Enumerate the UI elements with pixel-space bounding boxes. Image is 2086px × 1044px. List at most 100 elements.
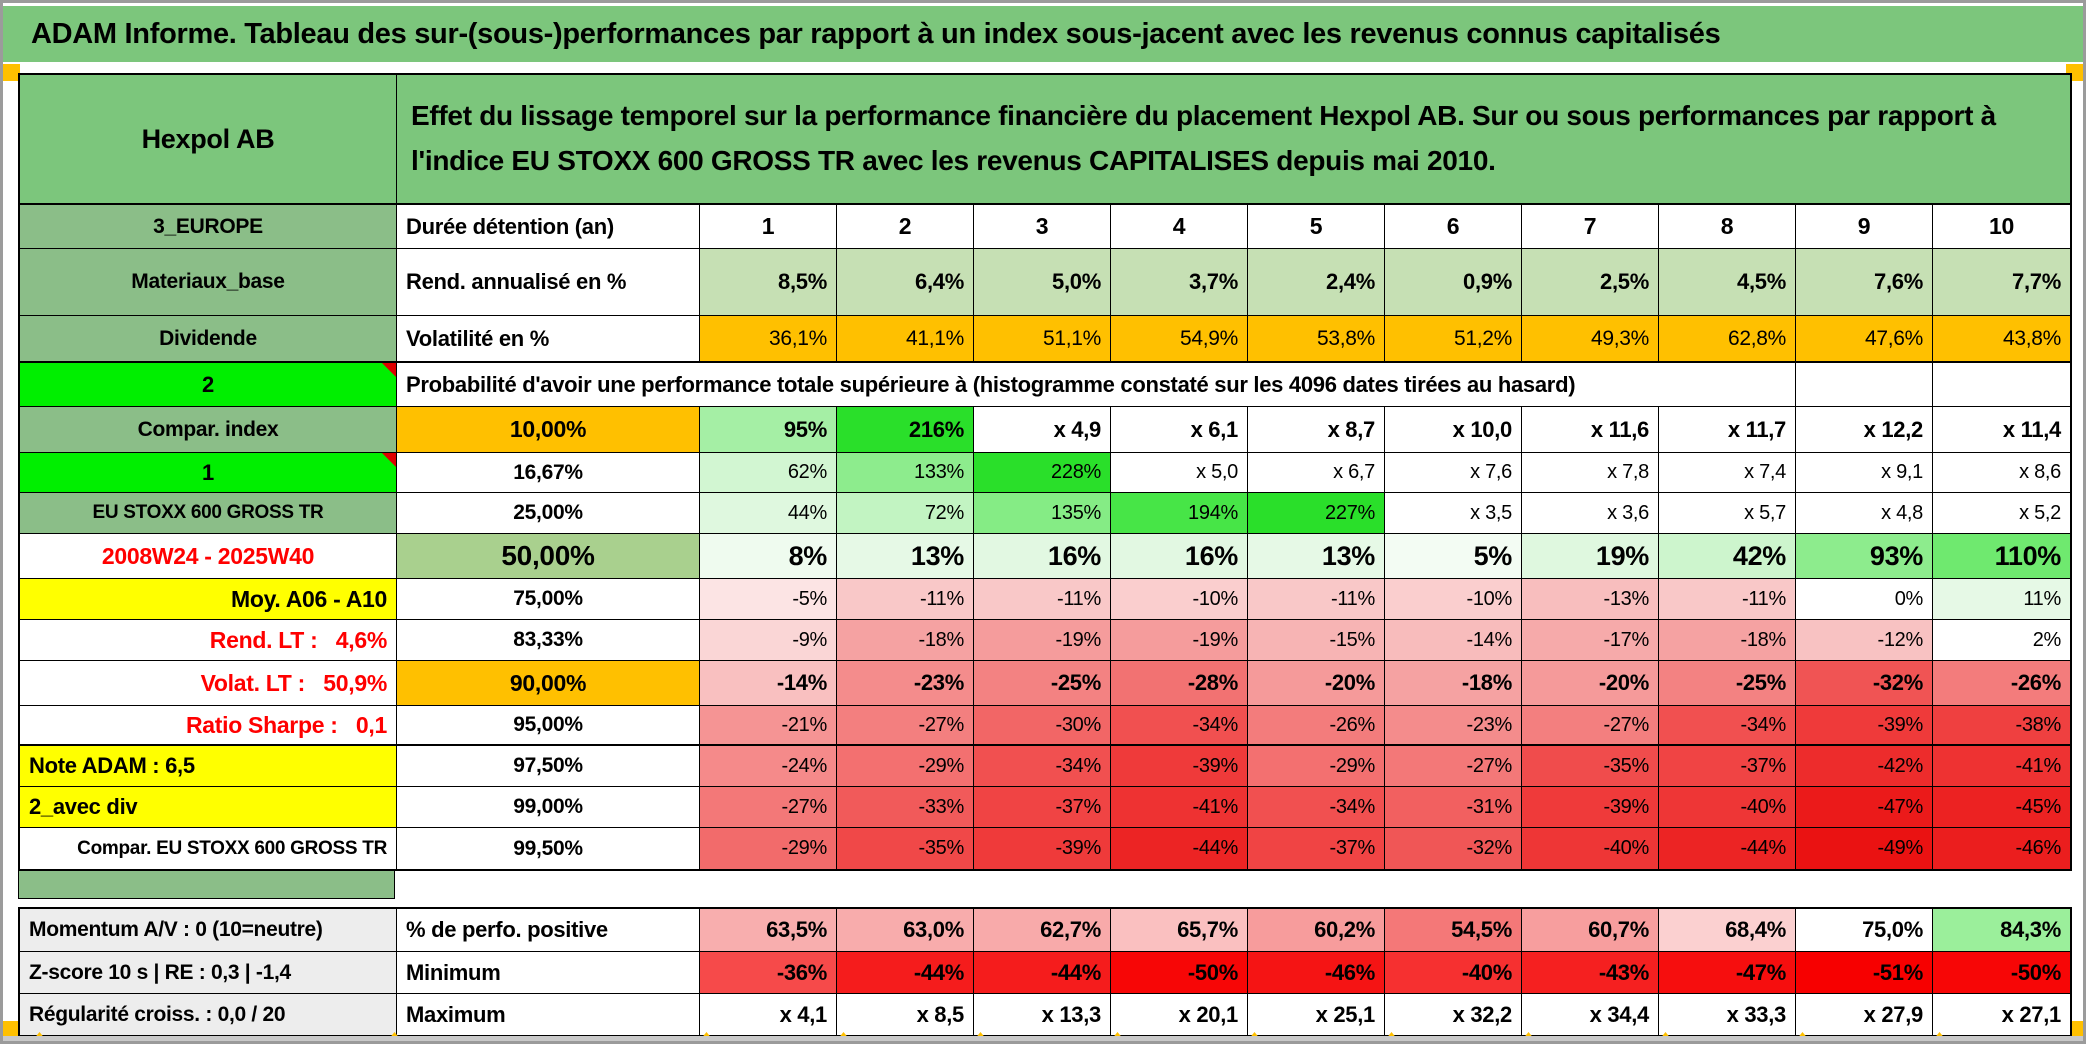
p95-value-1[interactable]: -21%	[700, 706, 837, 744]
p975-value-8[interactable]: -37%	[1659, 746, 1796, 786]
report-title-cell[interactable]: ADAM Informe. Tableau des sur-(sous-)per…	[3, 6, 2083, 62]
p995-value-8[interactable]: -44%	[1659, 828, 1796, 869]
duration-value-5[interactable]: 5	[1248, 205, 1385, 248]
duration-value-10[interactable]: 10	[1933, 205, 2070, 248]
p10-value-2[interactable]: 216%	[837, 407, 974, 452]
p975-value-3[interactable]: -34%	[974, 746, 1111, 786]
p95-metric-cell[interactable]: 95,00%	[397, 706, 700, 744]
p75-value-9[interactable]: 0%	[1796, 579, 1933, 619]
p95-value-4[interactable]: -34%	[1111, 706, 1248, 744]
p975-value-4[interactable]: -39%	[1111, 746, 1248, 786]
annual-return-value-9[interactable]: 7,6%	[1796, 249, 1933, 315]
p995-value-6[interactable]: -32%	[1385, 828, 1522, 869]
table-description-cell[interactable]: Effet du lissage temporel sur la perform…	[397, 75, 2070, 203]
positive-perf-metric-cell[interactable]: % de perfo. positive	[397, 909, 700, 951]
annual-return-value-1[interactable]: 8,5%	[700, 249, 837, 315]
p95-value-3[interactable]: -30%	[974, 706, 1111, 744]
p10-value-5[interactable]: x 8,7	[1248, 407, 1385, 452]
p83-value-5[interactable]: -15%	[1248, 620, 1385, 660]
p99-value-4[interactable]: -41%	[1111, 787, 1248, 827]
p50-metric-cell[interactable]: 50,00%	[397, 534, 700, 578]
p975-value-1[interactable]: -24%	[700, 746, 837, 786]
p995-value-3[interactable]: -39%	[974, 828, 1111, 869]
p995-value-2[interactable]: -35%	[837, 828, 974, 869]
p83-label-cell[interactable]: Rend. LT : 4,6%	[20, 620, 397, 660]
p99-value-5[interactable]: -34%	[1248, 787, 1385, 827]
p995-metric-cell[interactable]: 99,50%	[397, 828, 700, 869]
p25-value-8[interactable]: x 5,7	[1659, 493, 1796, 533]
p95-value-8[interactable]: -34%	[1659, 706, 1796, 744]
minimum-value-8[interactable]: -47%	[1659, 952, 1796, 993]
minimum-value-3[interactable]: -44%	[974, 952, 1111, 993]
p10-value-6[interactable]: x 10,0	[1385, 407, 1522, 452]
maximum-value-4[interactable]: x 20,1	[1111, 994, 1248, 1035]
p83-value-7[interactable]: -17%	[1522, 620, 1659, 660]
p75-value-10[interactable]: 11%	[1933, 579, 2070, 619]
annual-return-value-5[interactable]: 2,4%	[1248, 249, 1385, 315]
positive-perf-value-4[interactable]: 65,7%	[1111, 909, 1248, 951]
p99-value-1[interactable]: -27%	[700, 787, 837, 827]
maximum-value-2[interactable]: x 8,5	[837, 994, 974, 1035]
p10-value-8[interactable]: x 11,7	[1659, 407, 1796, 452]
p16-value-3[interactable]: 228%	[974, 453, 1111, 492]
volatility-label-cell[interactable]: Dividende	[20, 316, 397, 361]
p50-label-cell[interactable]: 2008W24 - 2025W40	[20, 534, 397, 578]
duration-value-7[interactable]: 7	[1522, 205, 1659, 248]
p975-label-cell[interactable]: Note ADAM : 6,5	[20, 746, 397, 786]
p75-value-8[interactable]: -11%	[1659, 579, 1796, 619]
p25-value-10[interactable]: x 5,2	[1933, 493, 2070, 533]
p99-value-10[interactable]: -45%	[1933, 787, 2070, 827]
probability-header-text-cell[interactable]: Probabilité d'avoir une performance tota…	[397, 363, 1796, 406]
p10-value-4[interactable]: x 6,1	[1111, 407, 1248, 452]
p90-value-8[interactable]: -25%	[1659, 661, 1796, 705]
p99-value-6[interactable]: -31%	[1385, 787, 1522, 827]
minimum-value-4[interactable]: -50%	[1111, 952, 1248, 993]
p995-label-cell[interactable]: Compar. EU STOXX 600 GROSS TR	[20, 828, 397, 869]
p10-value-1[interactable]: 95%	[700, 407, 837, 452]
p83-value-1[interactable]: -9%	[700, 620, 837, 660]
p10-value-9[interactable]: x 12,2	[1796, 407, 1933, 452]
volatility-value-8[interactable]: 62,8%	[1659, 316, 1796, 361]
p90-label-cell[interactable]: Volat. LT : 50,9%	[20, 661, 397, 705]
p90-value-1[interactable]: -14%	[700, 661, 837, 705]
p10-label-cell[interactable]: Compar. index	[20, 407, 397, 452]
maximum-value-3[interactable]: x 13,3	[974, 994, 1111, 1035]
minimum-metric-cell[interactable]: Minimum	[397, 952, 700, 993]
p25-value-7[interactable]: x 3,6	[1522, 493, 1659, 533]
positive-perf-value-1[interactable]: 63,5%	[700, 909, 837, 951]
annual-return-value-6[interactable]: 0,9%	[1385, 249, 1522, 315]
p995-value-5[interactable]: -37%	[1248, 828, 1385, 869]
minimum-value-10[interactable]: -50%	[1933, 952, 2070, 993]
annual-return-value-8[interactable]: 4,5%	[1659, 249, 1796, 315]
p16-value-9[interactable]: x 9,1	[1796, 453, 1933, 492]
spacer-label-cell[interactable]	[18, 871, 395, 899]
p995-value-9[interactable]: -49%	[1796, 828, 1933, 869]
p50-value-2[interactable]: 13%	[837, 534, 974, 578]
volatility-value-5[interactable]: 53,8%	[1248, 316, 1385, 361]
p75-value-6[interactable]: -10%	[1385, 579, 1522, 619]
p50-value-9[interactable]: 93%	[1796, 534, 1933, 578]
positive-perf-value-7[interactable]: 60,7%	[1522, 909, 1659, 951]
p83-value-2[interactable]: -18%	[837, 620, 974, 660]
p99-value-9[interactable]: -47%	[1796, 787, 1933, 827]
duration-value-8[interactable]: 8	[1659, 205, 1796, 248]
maximum-value-1[interactable]: x 4,1	[700, 994, 837, 1035]
duration-value-9[interactable]: 9	[1796, 205, 1933, 248]
positive-perf-value-5[interactable]: 60,2%	[1248, 909, 1385, 951]
probability-header-label-cell[interactable]: 2	[20, 363, 397, 406]
p75-value-3[interactable]: -11%	[974, 579, 1111, 619]
p50-value-10[interactable]: 110%	[1933, 534, 2070, 578]
p16-value-5[interactable]: x 6,7	[1248, 453, 1385, 492]
p90-value-10[interactable]: -26%	[1933, 661, 2070, 705]
p10-value-10[interactable]: x 11,4	[1933, 407, 2070, 452]
p25-value-3[interactable]: 135%	[974, 493, 1111, 533]
volatility-value-9[interactable]: 47,6%	[1796, 316, 1933, 361]
p83-value-4[interactable]: -19%	[1111, 620, 1248, 660]
p25-metric-cell[interactable]: 25,00%	[397, 493, 700, 533]
maximum-value-5[interactable]: x 25,1	[1248, 994, 1385, 1035]
p75-value-4[interactable]: -10%	[1111, 579, 1248, 619]
duration-label-cell[interactable]: 3_EUROPE	[20, 205, 397, 248]
p95-value-9[interactable]: -39%	[1796, 706, 1933, 744]
p10-value-3[interactable]: x 4,9	[974, 407, 1111, 452]
p995-value-1[interactable]: -29%	[700, 828, 837, 869]
